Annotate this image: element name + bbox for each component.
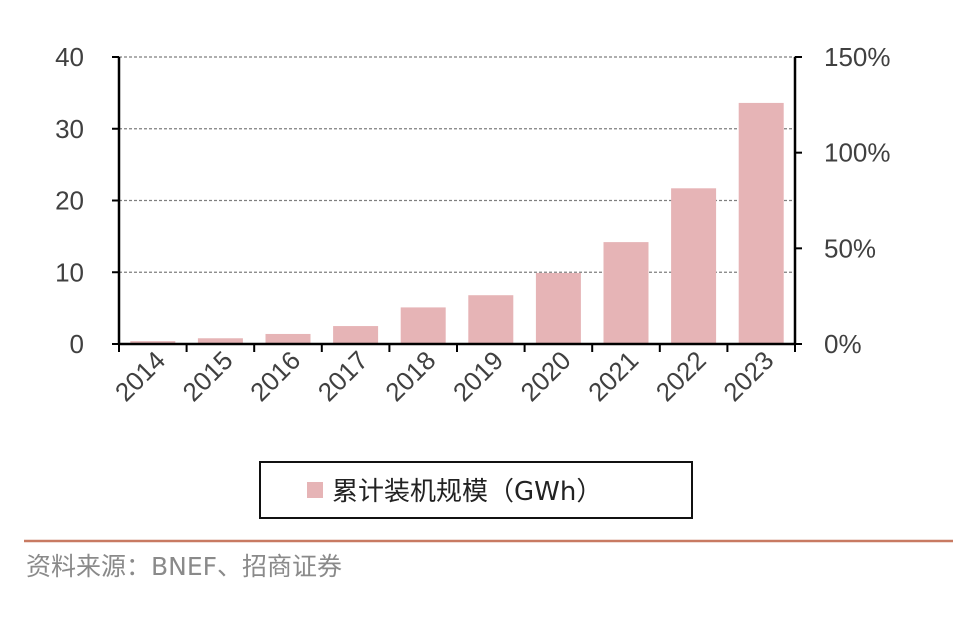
bar-2022 (671, 188, 717, 344)
bar-2016 (265, 333, 311, 344)
y-tick-label: 0 (70, 329, 84, 359)
source-note: 资料来源：BNEF、招商证券 (26, 552, 342, 581)
x-tick-label: 2016 (244, 345, 306, 407)
x-axis-ticks: 2014 2015 2016 2017 2018 2019 2020 2021 2022 2023 (109, 344, 796, 407)
y-tick-label: 30 (55, 114, 84, 144)
bar-2023 (738, 102, 784, 344)
legend-box (259, 461, 693, 519)
x-tick-label: 2022 (650, 345, 712, 407)
x-tick-label: 2021 (582, 345, 644, 407)
y-tick-label: 40 (55, 42, 84, 72)
bar-2020 (535, 272, 581, 344)
bar-2018 (400, 307, 446, 344)
y2-tick-label: 50% (824, 233, 876, 263)
y2-axis-ticks: 0% 50% 100% 150% (795, 42, 891, 359)
x-tick-label: 2020 (515, 345, 577, 407)
x-tick-label: 2014 (109, 345, 171, 407)
y-tick-label: 10 (55, 257, 84, 287)
x-tick-label: 2015 (177, 345, 239, 407)
bar-2014 (130, 341, 176, 344)
bars (130, 102, 784, 344)
y-axis-ticks: 0 10 20 30 40 (55, 42, 119, 359)
x-tick-label: 2019 (447, 345, 509, 407)
legend-label: 累计装机规模（GWh） (332, 477, 602, 507)
legend-swatch (307, 482, 323, 498)
bar-2017 (333, 326, 379, 344)
x-tick-label: 2017 (312, 345, 374, 407)
gridlines (119, 56, 795, 273)
bar-2021 (603, 242, 649, 344)
y2-tick-label: 100% (824, 138, 891, 168)
bar-2019 (468, 295, 514, 344)
bar-2015 (197, 338, 243, 344)
y2-tick-label: 150% (824, 42, 891, 72)
x-tick-label: 2018 (379, 345, 441, 407)
legend: 累计装机规模（GWh） (259, 461, 693, 519)
x-tick-label: 2023 (717, 345, 779, 407)
y-tick-label: 20 (55, 186, 84, 216)
y2-tick-label: 0% (824, 329, 862, 359)
